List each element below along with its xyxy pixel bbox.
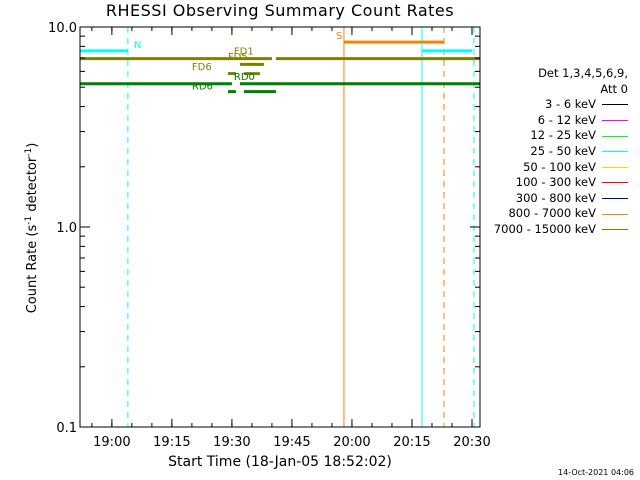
legend-item: 7000 - 15000 keV: [480, 222, 628, 238]
x-tick-label: 19:30: [213, 435, 250, 450]
plot-frame: [79, 26, 481, 428]
annotation-label: FD1: [234, 46, 254, 57]
legend-item-label: 300 - 800 keV: [515, 190, 596, 205]
legend-item: 6 - 12 keV: [480, 113, 628, 129]
legend-item: 25 - 50 keV: [480, 144, 628, 160]
x-axis-label: Start Time (18-Jan-05 18:52:02): [168, 454, 392, 470]
legend-item: 3 - 6 keV: [480, 97, 628, 113]
x-tick-label: 19:15: [153, 435, 190, 450]
legend-item-swatch: [602, 151, 628, 153]
legend-item-label: 100 - 300 keV: [515, 175, 596, 190]
annotation-label: FD6: [192, 62, 212, 73]
legend-header-detectors: Det 1,3,4,5,6,9,: [538, 66, 628, 80]
legend-item-swatch: [602, 198, 628, 200]
legend-item-swatch: [602, 120, 628, 122]
legend-item: 100 - 300 keV: [480, 175, 628, 191]
timestamp: 14-Oct-2021 04:06: [558, 468, 634, 477]
y-tick-label: 10.0: [48, 21, 77, 36]
legend-item: 800 - 7000 keV: [480, 206, 628, 222]
annotation-label: RD6: [192, 82, 213, 93]
legend-item: 12 - 25 keV: [480, 128, 628, 144]
legend-item-swatch: [602, 229, 628, 231]
legend-item-label: 3 - 6 keV: [545, 97, 596, 112]
legend-item-label: 7000 - 15000 keV: [493, 221, 596, 236]
x-tick-label: 19:45: [273, 435, 310, 450]
legend-item: 300 - 800 keV: [480, 191, 628, 207]
legend-item-swatch: [602, 182, 628, 184]
annotation-label: RD0: [234, 72, 255, 83]
legend-item-label: 25 - 50 keV: [530, 143, 596, 158]
legend-item-swatch: [602, 213, 628, 215]
legend-header-attenuator: Att 0: [600, 81, 628, 96]
annotation-label: FD5: [228, 52, 248, 63]
legend-item-swatch: [602, 104, 628, 106]
legend-item-label: 6 - 12 keV: [537, 112, 596, 127]
annotation-label: S: [336, 31, 342, 42]
legend-item-label: 50 - 100 keV: [523, 159, 596, 174]
legend-item-swatch: [602, 135, 628, 137]
annotation-label: N: [134, 40, 141, 51]
legend-item: 50 - 100 keV: [480, 160, 628, 176]
legend: Det 1,3,4,5,6,9, Att 0 3 - 6 keV 6 - 12 k…: [480, 66, 628, 238]
legend-item-label: 12 - 25 keV: [530, 128, 596, 143]
x-tick-label: 20:15: [393, 435, 430, 450]
x-tick-label: 20:00: [333, 435, 370, 450]
y-tick-label: 1.0: [56, 221, 77, 236]
legend-item-swatch: [602, 166, 628, 168]
y-axis-label: Count Rate (s-1 detector-1): [23, 142, 41, 314]
legend-item-label: 800 - 7000 keV: [508, 206, 596, 221]
x-tick-label: 20:30: [453, 435, 490, 450]
y-tick-label: 0.1: [56, 421, 77, 436]
chart-title: RHESSI Observing Summary Count Rates: [105, 1, 455, 20]
x-tick-label: 19:00: [93, 435, 130, 450]
